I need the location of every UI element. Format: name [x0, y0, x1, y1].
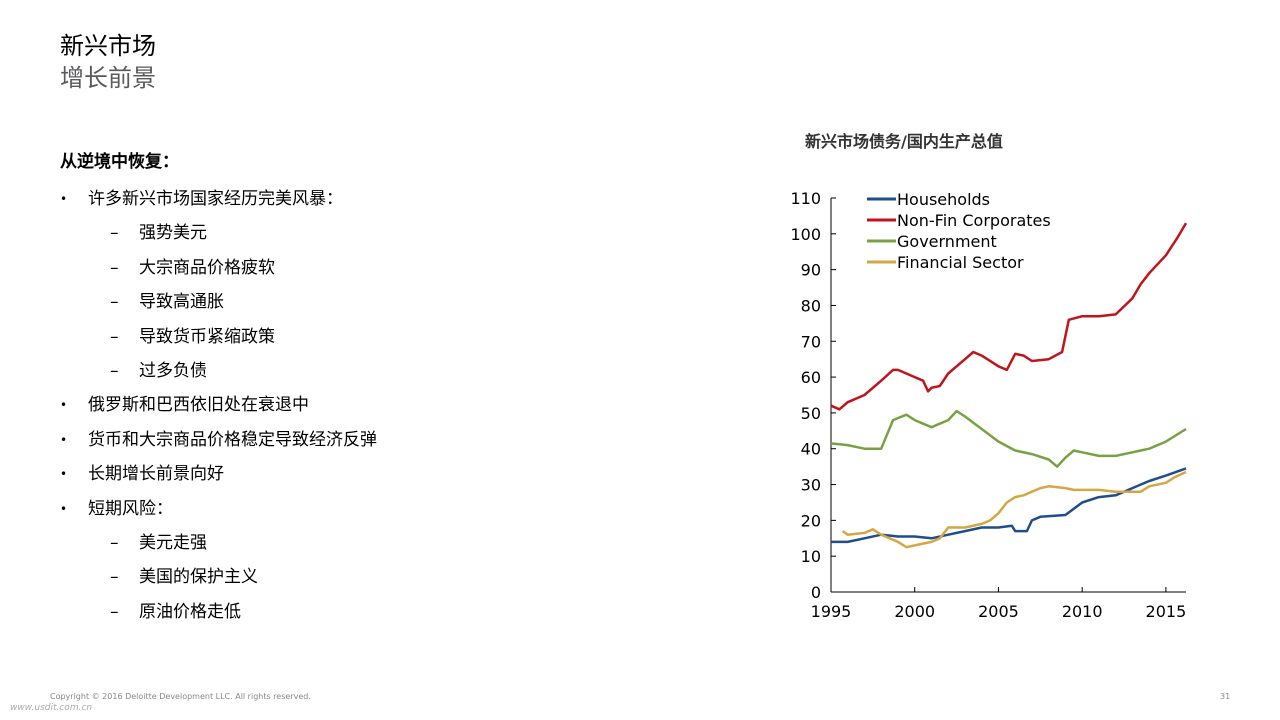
- bullet-item: • 许多新兴市场国家经历完美风暴：: [60, 182, 720, 216]
- page-number: 31: [1220, 692, 1231, 701]
- series-line-government: [830, 409, 1187, 468]
- bullet-dot-icon: •: [60, 467, 68, 482]
- bullet-dot-icon: •: [60, 398, 68, 413]
- legend-label: Non-Fin Corporates: [897, 211, 1051, 230]
- dash-icon: –: [110, 292, 119, 313]
- bullet-text: 大宗商品价格疲软: [139, 257, 275, 278]
- sub-bullet-item: – 美国的保护主义: [60, 560, 720, 594]
- slide-title-block: 新兴市场 增长前景: [60, 30, 156, 94]
- sub-bullet-item: – 导致货币紧缩政策: [60, 320, 720, 354]
- slide-subtitle: 增长前景: [60, 64, 156, 92]
- bullet-item: • 货币和大宗商品价格稳定导致经济反弹: [60, 423, 720, 457]
- bullet-text: 导致货币紧缩政策: [139, 326, 275, 347]
- dash-icon: –: [110, 326, 119, 347]
- bullet-text: 强势美元: [139, 223, 207, 244]
- bullet-dot-icon: •: [60, 192, 68, 206]
- chart-title: 新兴市场债务/国内生产总值: [805, 132, 1003, 151]
- series-line-households: [831, 467, 1187, 544]
- bullet-text: 短期风险：: [88, 498, 173, 519]
- sub-bullet-item: – 导致高通胀: [60, 285, 720, 319]
- legend-label: Financial Sector: [897, 253, 1024, 272]
- sub-bullet-item: – 美元走强: [60, 526, 720, 560]
- y-tick-label: 20: [801, 511, 821, 530]
- sub-bullet-item: – 过多负债: [60, 354, 720, 388]
- y-tick-label: 60: [801, 368, 821, 387]
- content-area: 从逆境中恢复： • 许多新兴市场国家经历完美风暴： – 强势美元 – 大宗商品价格疲软 – 导…: [60, 148, 720, 629]
- y-tick-label: 10: [801, 547, 821, 566]
- bullet-dot-icon: •: [60, 432, 68, 447]
- y-tick-label: 30: [801, 476, 821, 495]
- legend-label: Households: [897, 190, 990, 209]
- dash-icon: –: [110, 532, 119, 553]
- bullet-text: 美元走强: [139, 532, 207, 553]
- sub-bullet-item: – 大宗商品价格疲软: [60, 251, 720, 285]
- bullet-text: 原油价格走低: [139, 601, 241, 622]
- x-tick-label: 2000: [894, 602, 935, 621]
- y-tick-label: 50: [801, 404, 821, 423]
- footer-copyright: Copyright © 2016 Deloitte Development LL…: [50, 692, 311, 701]
- bullet-item: • 俄罗斯和巴西依旧处在衰退中: [60, 388, 720, 422]
- y-tick-label: 40: [801, 440, 821, 459]
- slide-title: 新兴市场: [60, 32, 156, 60]
- dash-icon: –: [110, 223, 119, 244]
- bullet-text: 美国的保护主义: [139, 567, 258, 588]
- bullet-text: 货币和大宗商品价格稳定导致经济反弹: [88, 429, 377, 450]
- y-tick-label: 80: [801, 296, 821, 315]
- x-tick-label: 2015: [1146, 602, 1187, 621]
- bullet-item: • 长期增长前景向好: [60, 457, 720, 491]
- y-tick-label: 110: [790, 189, 821, 208]
- bullet-text: 长期增长前景向好: [88, 464, 224, 485]
- bullet-item: • 短期风险：: [60, 492, 720, 526]
- x-tick-label: 2005: [978, 602, 1019, 621]
- dash-icon: –: [110, 257, 119, 278]
- dash-icon: –: [110, 360, 119, 381]
- bullet-text: 导致高通胀: [139, 292, 224, 313]
- dash-icon: –: [110, 601, 119, 622]
- y-tick-label: 100: [790, 225, 821, 244]
- bullet-dot-icon: •: [60, 501, 68, 516]
- x-tick-label: 1995: [811, 602, 852, 621]
- bullet-list: • 许多新兴市场国家经历完美风暴： – 强势美元 – 大宗商品价格疲软 – 导致高通胀 – 导致货…: [60, 182, 720, 629]
- series-line-financial-sector: [841, 470, 1187, 549]
- dash-icon: –: [110, 567, 119, 588]
- bullet-text: 过多负债: [139, 360, 207, 381]
- y-tick-label: 0: [811, 583, 821, 602]
- section-heading: 从逆境中恢复：: [60, 152, 179, 172]
- y-tick-label: 90: [801, 261, 821, 280]
- sub-bullet-item: – 强势美元: [60, 216, 720, 250]
- watermark: www.usdit.com.cn: [10, 703, 93, 713]
- bullet-text: 俄罗斯和巴西依旧处在衰退中: [88, 395, 309, 416]
- series-line-non-fin-corporates: [830, 222, 1188, 411]
- x-tick-label: 2010: [1062, 602, 1103, 621]
- debt-gdp-line-chart: 0 10 20 30 40 50 60 70 80 90 100 110 1995 2000 2005 201…: [790, 189, 1188, 621]
- sub-bullet-item: – 原油价格走低: [60, 595, 720, 629]
- bullet-text: 许多新兴市场国家经历完美风暴：: [88, 189, 343, 209]
- legend-label: Government: [897, 232, 997, 251]
- y-tick-label: 70: [801, 332, 821, 351]
